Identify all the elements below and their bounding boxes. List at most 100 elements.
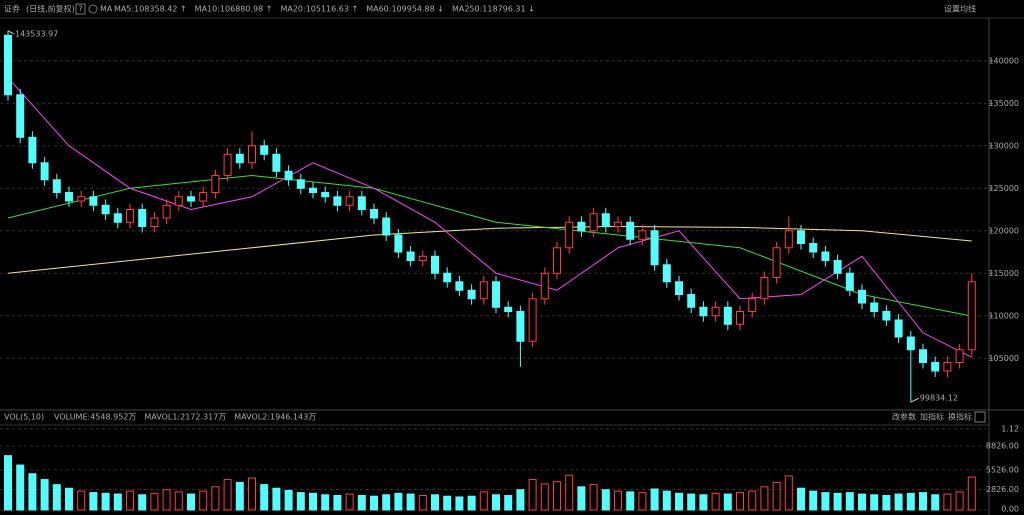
candle-body — [504, 306, 513, 313]
candle-body — [858, 289, 866, 304]
ma-line — [7, 226, 972, 274]
vol-legend: MAVOL1:2172.317万 — [144, 413, 226, 422]
volume-bar — [77, 490, 86, 511]
volume-bar — [504, 495, 513, 511]
volume-bar — [89, 492, 98, 511]
candle-body — [931, 362, 940, 372]
help-button[interactable] — [75, 3, 86, 15]
candle-body — [4, 34, 12, 96]
candle-body — [553, 247, 561, 274]
volume-bar — [845, 492, 854, 511]
candle-body — [431, 255, 439, 274]
toggle-icon[interactable] — [88, 4, 98, 14]
volume-bar — [223, 479, 232, 511]
volume-bar — [394, 492, 403, 511]
candle-body — [650, 230, 659, 266]
candle-body — [797, 230, 805, 245]
volume-bar — [321, 494, 330, 511]
volume-bar — [870, 494, 879, 511]
candle-body — [443, 272, 452, 283]
candle-body — [845, 272, 854, 291]
candle-body — [77, 196, 86, 202]
volume-bar — [406, 493, 415, 511]
candle-body — [772, 247, 781, 279]
candle-body — [784, 230, 793, 249]
close-button[interactable] — [974, 411, 986, 423]
candle-body — [126, 209, 134, 223]
candle-body — [52, 179, 61, 194]
volume-bar — [150, 492, 159, 511]
y-tick-label: 120000 — [988, 226, 1019, 235]
candle-body — [394, 234, 403, 253]
indicator-button[interactable]: 换指标 — [948, 412, 972, 422]
volume-bar — [418, 495, 427, 511]
y-tick-label: 135000 — [988, 99, 1019, 108]
volume-bar — [601, 489, 610, 511]
volume-bar — [455, 496, 464, 511]
volume-bar — [955, 491, 964, 511]
ma-legend: MA250:118796.31 ↓ — [452, 5, 535, 14]
candle-body — [833, 260, 842, 274]
volume-bar — [614, 490, 622, 511]
period: (日线,前复权) — [26, 4, 75, 14]
candle-body — [138, 209, 147, 228]
vol-tick-label: 5526.00 — [986, 465, 1019, 474]
volume-bar — [833, 492, 842, 511]
candle-body — [748, 298, 757, 313]
volume-bar — [516, 489, 525, 511]
volume-bar — [113, 493, 122, 511]
volume-bar — [906, 492, 915, 511]
candle-body — [309, 187, 317, 194]
vol-tick-label: 1.12 — [1001, 424, 1019, 433]
candle-body — [113, 213, 122, 223]
ma-legend: MA5:108358.42 ↑ — [114, 5, 187, 14]
annotation-pointer — [910, 397, 920, 403]
candle-body — [626, 221, 635, 240]
candle-body — [357, 196, 366, 211]
candle-body — [675, 281, 683, 296]
volume-bar — [687, 493, 696, 511]
candle-body — [687, 294, 696, 308]
volume-bar — [577, 486, 586, 511]
candle-body — [577, 221, 586, 232]
candle-body — [40, 162, 49, 181]
candle-body — [455, 281, 464, 291]
indicator-button[interactable]: 改参数 — [892, 412, 916, 422]
candle-body — [467, 289, 476, 300]
volume-bar — [138, 494, 147, 511]
candle-body — [370, 209, 378, 219]
volume-bar — [931, 494, 940, 511]
volume-bar — [52, 484, 61, 511]
indicator-button[interactable]: 加指标 — [920, 412, 944, 422]
candle-body — [662, 264, 671, 283]
annotation: 99834.12 — [920, 394, 958, 403]
candle-body — [16, 94, 25, 138]
volume-bar — [650, 488, 659, 511]
candle-body — [540, 272, 549, 300]
volume-bar — [296, 492, 305, 511]
volume-bar — [65, 487, 73, 511]
volume-bar — [809, 490, 818, 511]
candle-body — [870, 302, 879, 313]
volume-bar — [772, 481, 781, 511]
candle-body — [516, 311, 525, 342]
volume-bar — [565, 474, 574, 511]
volume-bar — [919, 492, 927, 511]
help-text[interactable]: ? — [78, 5, 82, 14]
candle-body — [479, 281, 488, 300]
volume-bar — [443, 495, 452, 511]
volume-bar — [333, 495, 342, 511]
volume-bar — [882, 495, 891, 511]
candle-body — [821, 251, 830, 262]
volume-bar — [540, 483, 549, 511]
settings-button[interactable]: 设置均线 — [944, 4, 976, 14]
volume-bar — [797, 487, 805, 511]
candle-body — [967, 281, 976, 351]
volume-bar — [382, 494, 391, 511]
vol-legend: VOLUME:4548.952万 — [54, 413, 136, 422]
candle-body — [333, 196, 342, 206]
candle-body — [223, 153, 232, 177]
ma-line — [7, 175, 972, 317]
ma-label: MA — [100, 5, 113, 14]
volume-bar — [345, 493, 354, 511]
